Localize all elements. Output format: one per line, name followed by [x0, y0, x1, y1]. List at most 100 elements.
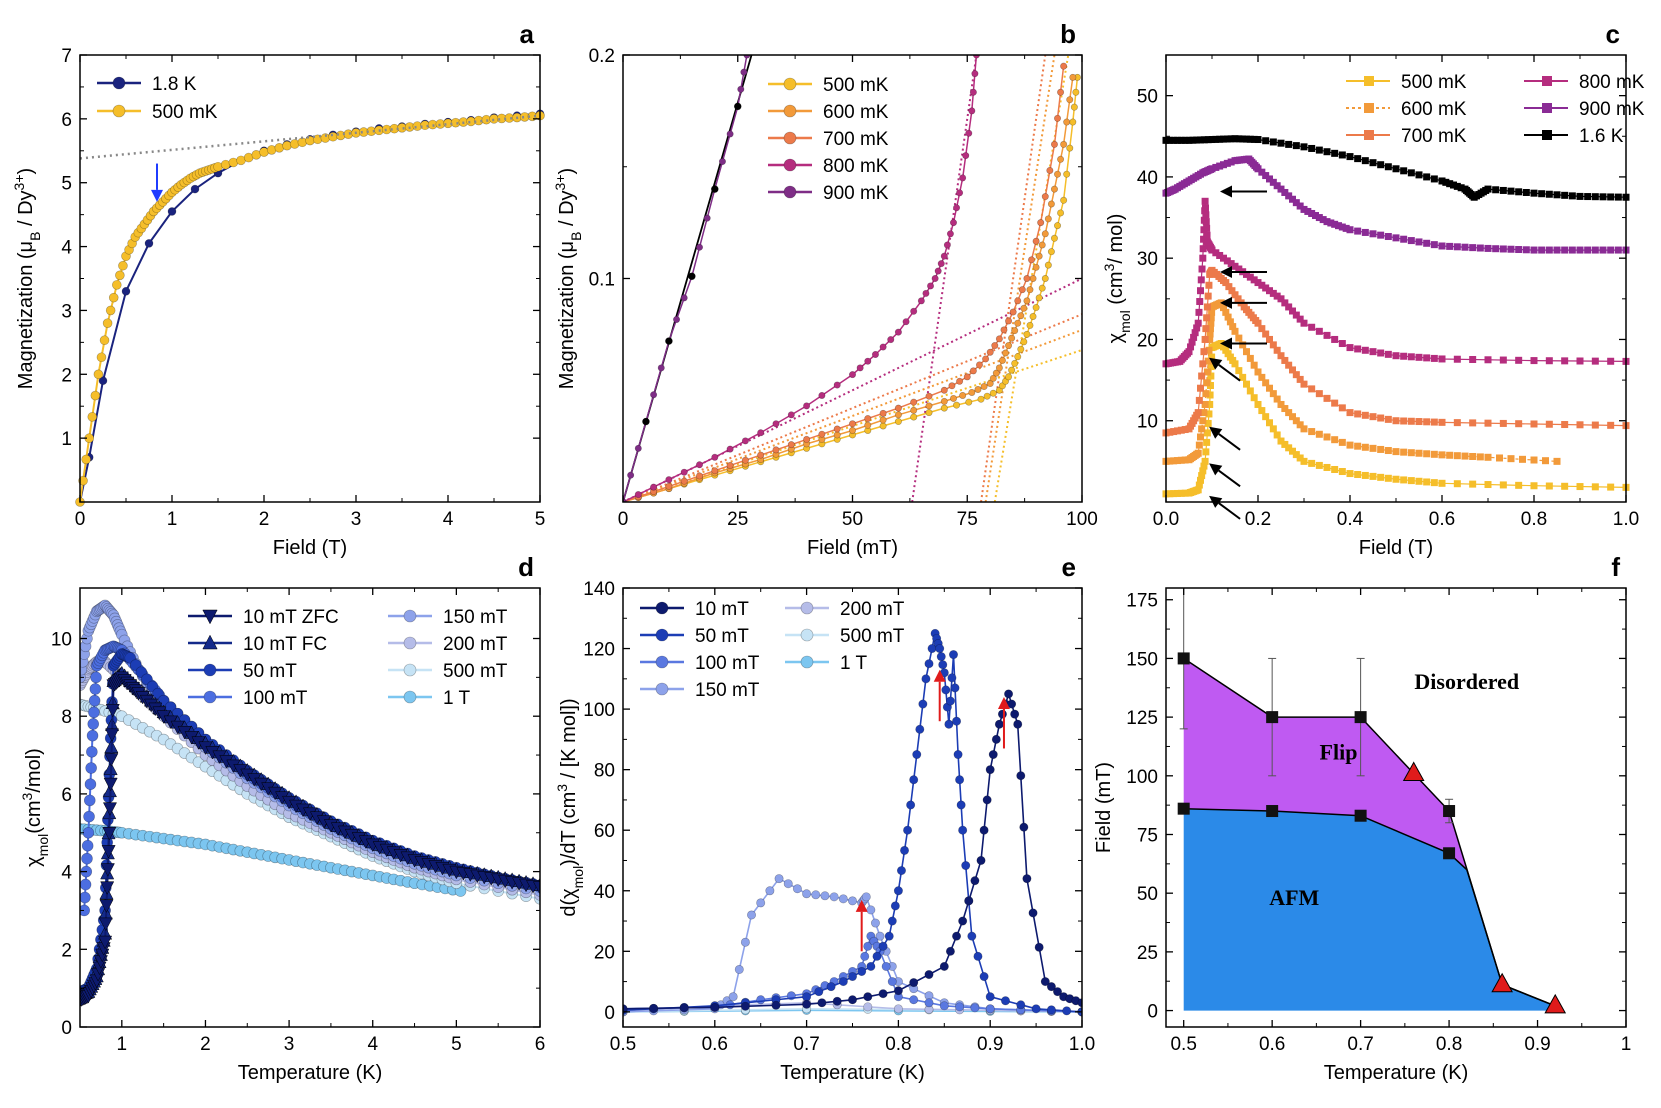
data-point [1476, 244, 1484, 252]
data-point [1277, 352, 1285, 360]
data-point [1453, 452, 1461, 460]
data-point [1292, 417, 1300, 425]
data-point [1384, 233, 1392, 241]
data-point [1054, 222, 1062, 230]
x-tick-label: 0.9 [1524, 1034, 1550, 1055]
x-tick-label: 0.5 [610, 1034, 636, 1055]
data-point [1035, 294, 1043, 302]
data-point [741, 437, 749, 445]
data-point [964, 896, 974, 906]
data-point [1407, 237, 1415, 245]
data-point [1484, 185, 1492, 193]
data-point [833, 381, 841, 389]
data-point [833, 425, 841, 433]
data-point [1200, 409, 1208, 417]
linear-fit-line [79, 114, 541, 160]
series-line-500-mK [79, 114, 541, 503]
y-axis-title-part: mol [570, 866, 586, 889]
panel-letter: d [518, 552, 534, 582]
data-point [802, 992, 812, 1002]
data-point [1545, 190, 1553, 198]
y-axis-title-part: / mol) [1105, 214, 1127, 264]
data-point [878, 989, 888, 999]
fit-line [623, 313, 1082, 502]
data-point [1198, 265, 1206, 273]
data-point [953, 401, 961, 409]
data-point [1194, 409, 1202, 417]
data-point [838, 977, 848, 987]
data-point [917, 297, 925, 305]
data-point [1384, 163, 1392, 171]
data-point [1377, 445, 1385, 453]
data-point [1522, 246, 1530, 254]
y-tick-label: 0 [61, 1018, 72, 1039]
data-point [1377, 414, 1385, 422]
data-point [1545, 420, 1553, 428]
data-point [1522, 188, 1530, 196]
y-axis-title-part: (cm [1105, 271, 1127, 310]
data-point [1515, 246, 1523, 254]
data-point [1499, 356, 1507, 364]
data-point [1430, 354, 1438, 362]
data-point [99, 335, 110, 346]
data-point [863, 992, 873, 1002]
data-point [958, 825, 968, 835]
data-point [1361, 411, 1369, 419]
data-point [1063, 118, 1071, 126]
data-point [818, 391, 826, 399]
data-point [1057, 209, 1065, 217]
data-point [774, 874, 784, 884]
data-point [80, 878, 92, 891]
data-point [1005, 373, 1013, 381]
data-point [740, 68, 748, 76]
data-point [973, 951, 983, 961]
data-point [972, 55, 980, 59]
data-point [1400, 476, 1408, 484]
data-point [1530, 420, 1538, 428]
data-point [1285, 361, 1293, 369]
data-point [878, 941, 888, 951]
data-point [1576, 357, 1584, 365]
data-point [1041, 230, 1049, 238]
data-point [1423, 354, 1431, 362]
data-point [1400, 167, 1408, 175]
x-tick-label: 4 [443, 509, 454, 530]
data-point [1453, 480, 1461, 488]
data-point [968, 388, 976, 396]
data-point [991, 734, 1001, 744]
annotation-arrow-head [1220, 296, 1232, 309]
data-point [995, 335, 1003, 343]
data-point [96, 352, 107, 363]
data-point [1519, 455, 1526, 463]
data-point [86, 746, 98, 758]
data-point [1346, 441, 1354, 449]
data-point [1266, 419, 1273, 427]
data-point [967, 931, 977, 941]
region-label-disordered: Disordered [1414, 669, 1519, 694]
data-point [903, 825, 913, 835]
x-tick-label: 1 [167, 509, 178, 530]
phase-point-square [1266, 805, 1279, 818]
data-point [679, 1003, 689, 1013]
legend-marker [202, 609, 218, 625]
legend-marker [112, 76, 126, 90]
legend-marker [1542, 130, 1552, 140]
data-point [1538, 190, 1546, 198]
data-point [940, 386, 948, 394]
data-point [1203, 231, 1211, 239]
data-point [1499, 481, 1507, 489]
data-point [870, 918, 880, 928]
y-axis-title: Magnetization (μB / Dy3+) [11, 168, 43, 389]
legend-label: 700 mK [1401, 126, 1467, 147]
x-tick-label: 1 [1621, 1034, 1632, 1055]
data-point [98, 935, 113, 950]
data-point [1044, 261, 1052, 269]
data-point [771, 1000, 781, 1010]
data-point [982, 355, 990, 363]
annotation-arrow-head [933, 669, 946, 682]
data-point [1285, 140, 1293, 148]
data-point [1000, 996, 1010, 1006]
data-point [1469, 356, 1477, 364]
y-axis-title-part: 3 [1101, 263, 1117, 271]
data-point [893, 1004, 903, 1014]
